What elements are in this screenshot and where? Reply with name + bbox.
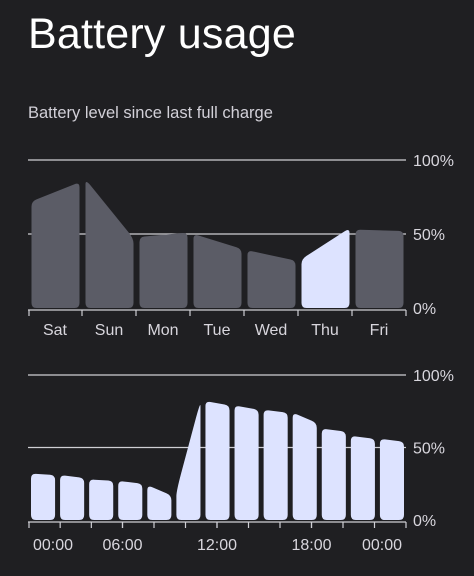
x-tick-label-time: 12:00 xyxy=(197,537,237,554)
battery-bar-fri[interactable] xyxy=(355,229,404,308)
battery-bar-mon[interactable] xyxy=(139,232,188,308)
y-tick-label: 100% xyxy=(413,368,454,385)
y-tick-label: 100% xyxy=(413,153,454,170)
battery-bar-hour-0[interactable] xyxy=(31,473,56,520)
x-tick-label-mon[interactable]: Mon xyxy=(147,322,178,339)
battery-bar-hour-10[interactable] xyxy=(321,429,346,520)
battery-bar-hour-11[interactable] xyxy=(350,436,375,520)
battery-bar-hour-3[interactable] xyxy=(118,481,143,520)
x-tick-label-sat[interactable]: Sat xyxy=(43,322,68,339)
page-title: Battery usage xyxy=(28,10,296,58)
x-tick-label-thu[interactable]: Thu xyxy=(311,322,339,339)
battery-bar-hour-7[interactable] xyxy=(234,406,259,520)
battery-bar-hour-2[interactable] xyxy=(89,479,114,520)
battery-bar-sat[interactable] xyxy=(31,183,80,308)
y-tick-label: 50% xyxy=(413,441,445,458)
battery-bar-sun[interactable] xyxy=(85,182,134,308)
battery-bar-tue[interactable] xyxy=(193,235,242,308)
battery-bar-hour-8[interactable] xyxy=(263,410,288,520)
x-tick-label-time: 00:00 xyxy=(362,537,402,554)
y-tick-label: 50% xyxy=(413,227,445,244)
x-tick-label-tue[interactable]: Tue xyxy=(204,322,231,339)
chart-subtitle: Battery level since last full charge xyxy=(28,104,273,122)
x-tick-label-fri[interactable]: Fri xyxy=(370,322,389,339)
battery-bar-hour-1[interactable] xyxy=(60,475,85,520)
battery-bar-hour-9[interactable] xyxy=(292,414,317,520)
x-tick-label-time: 18:00 xyxy=(291,537,331,554)
battery-bar-thu[interactable] xyxy=(301,230,350,308)
battery-bar-hour-5[interactable] xyxy=(176,405,201,520)
x-tick-label-time: 06:00 xyxy=(102,537,142,554)
x-tick-label-sun[interactable]: Sun xyxy=(95,322,123,339)
x-tick-label-wed[interactable]: Wed xyxy=(255,322,288,339)
x-tick-label-time: 00:00 xyxy=(33,537,73,554)
battery-bar-hour-12[interactable] xyxy=(379,439,404,520)
y-tick-label: 0% xyxy=(413,301,436,318)
battery-bar-hour-4[interactable] xyxy=(147,486,172,520)
battery-bar-hour-6[interactable] xyxy=(205,401,230,520)
y-tick-label: 0% xyxy=(413,513,436,530)
battery-bar-wed[interactable] xyxy=(247,251,296,308)
